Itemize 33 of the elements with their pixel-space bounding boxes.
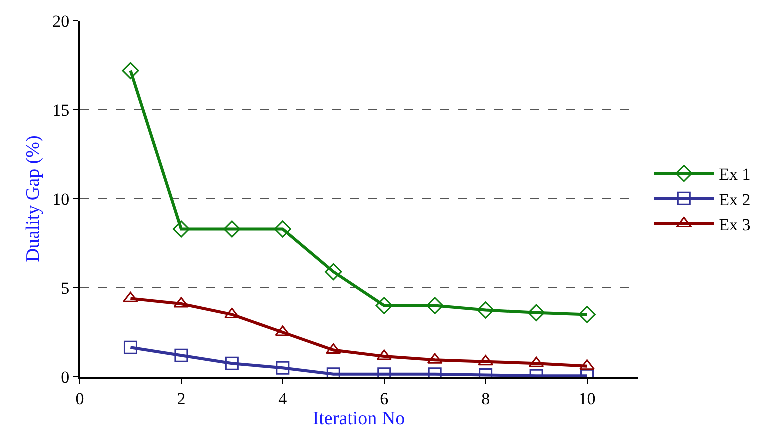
point: [276, 361, 290, 375]
point: [225, 356, 239, 370]
point: [477, 302, 494, 319]
point: [426, 297, 444, 314]
point: [172, 220, 190, 238]
legend-label: Ex 3: [719, 215, 751, 234]
y-tick-label: 20: [52, 12, 70, 31]
point: [580, 360, 595, 370]
legend-label: Ex 1: [719, 165, 751, 184]
y-tick-label: 0: [61, 368, 70, 387]
point: [376, 297, 393, 314]
x-tick-label: 8: [482, 389, 490, 408]
y-tick-label: 10: [52, 190, 70, 209]
point: [478, 355, 494, 366]
y-tick-label: 15: [52, 100, 70, 120]
x-tick-label: 6: [380, 389, 389, 408]
point: [123, 292, 138, 302]
x-tick-label: 10: [578, 389, 596, 408]
x-axis-title: Iteration No: [312, 408, 406, 430]
legend-label: Ex 2: [719, 190, 751, 210]
x-tick-label: 2: [177, 389, 186, 408]
point: [174, 348, 188, 362]
y-axis-title: Duality Gap (%): [22, 136, 44, 262]
point: [528, 304, 546, 322]
point: [325, 263, 342, 281]
point: [224, 308, 240, 318]
x-tick-label: 4: [278, 389, 288, 408]
point: [578, 306, 596, 324]
point: [224, 220, 241, 238]
y-tick-label: 5: [61, 278, 70, 298]
point: [124, 340, 138, 354]
x-tick-label: 0: [76, 389, 84, 408]
point: [274, 220, 292, 238]
